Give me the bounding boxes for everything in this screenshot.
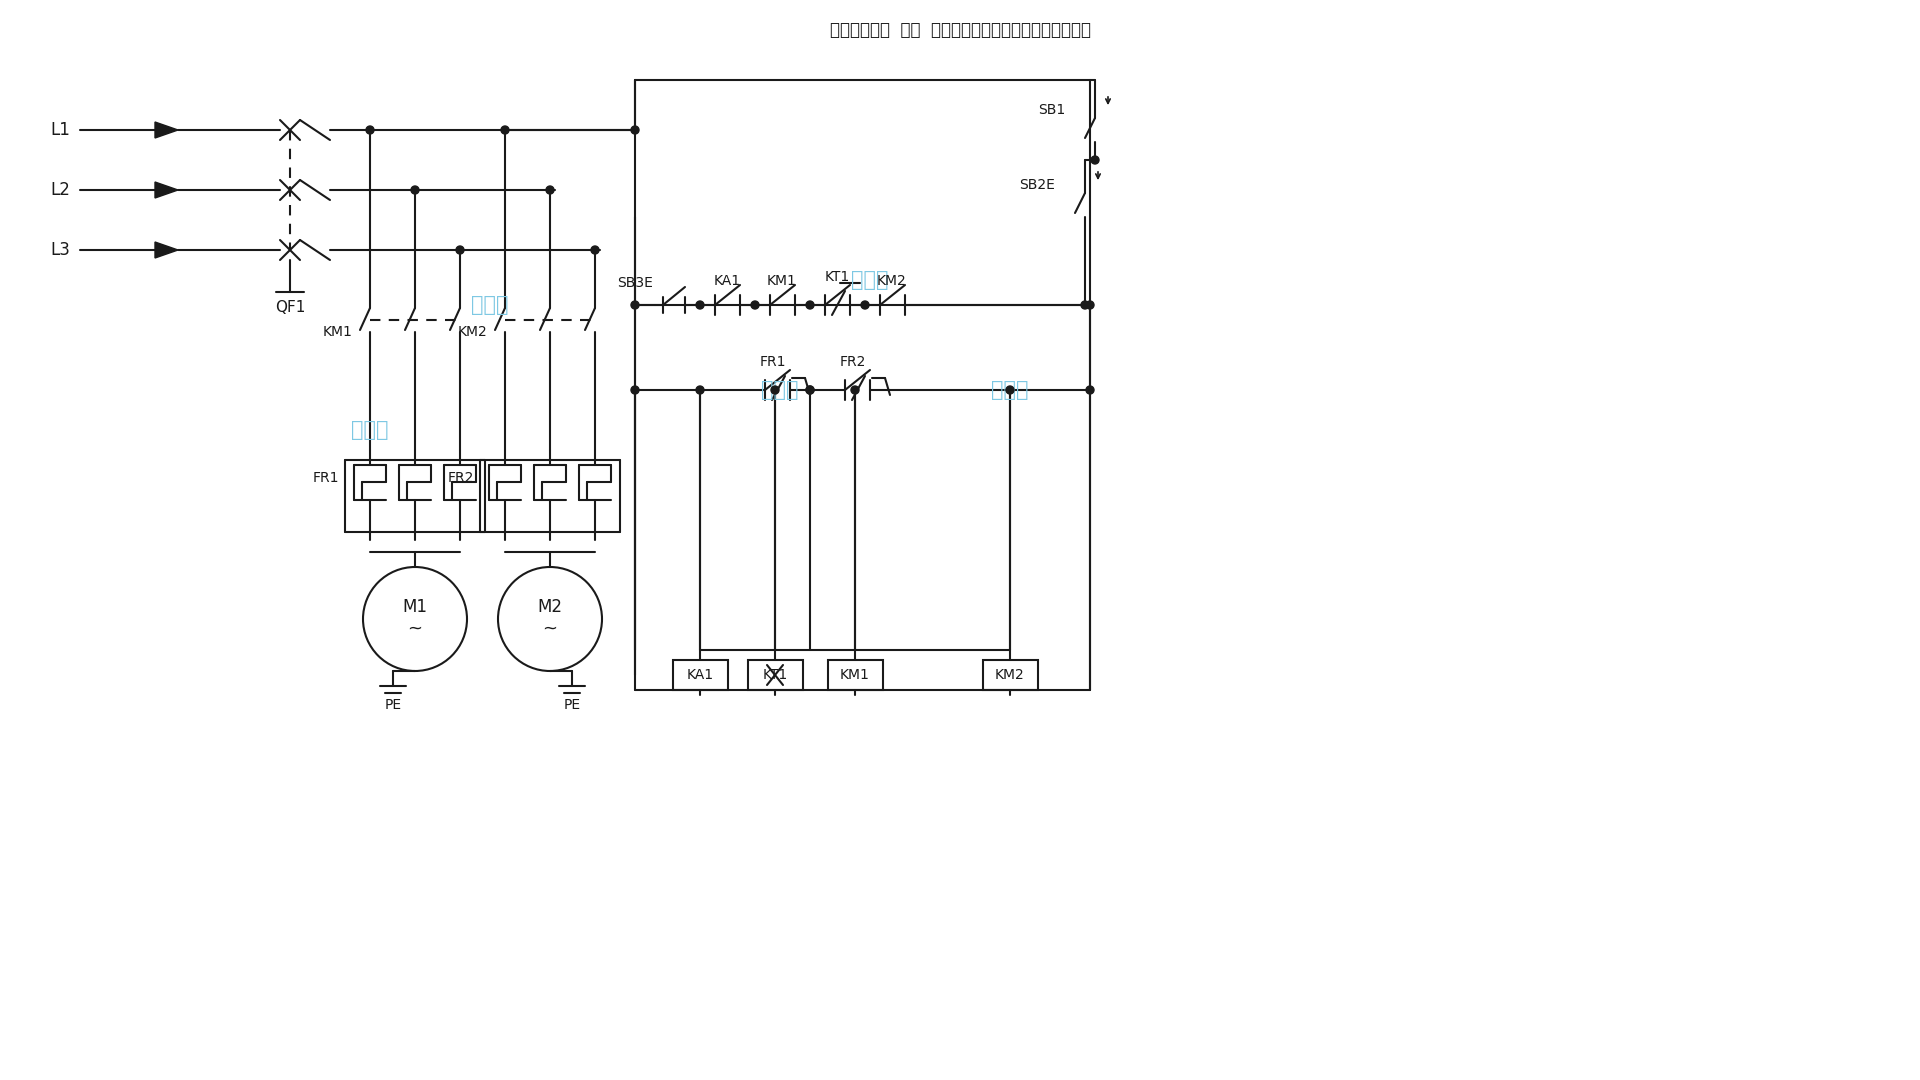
Text: KM1: KM1 [323,325,351,339]
Text: 电工鼠: 电工鼠 [991,380,1029,400]
Circle shape [591,246,599,254]
Text: KT1: KT1 [824,270,851,284]
Circle shape [1087,301,1094,309]
Polygon shape [156,122,179,138]
Circle shape [860,301,870,309]
Circle shape [632,386,639,394]
Text: L1: L1 [50,121,69,139]
Text: 电工电路分享  功能  一个按钮开关根据工况控制两台电机: 电工电路分享 功能 一个按钮开关根据工况控制两台电机 [829,21,1091,39]
Polygon shape [156,242,179,258]
Circle shape [1087,386,1094,394]
Text: PE: PE [384,698,401,712]
Circle shape [632,126,639,134]
Circle shape [411,186,419,194]
Text: SB3E: SB3E [616,276,653,291]
Text: KA1: KA1 [714,274,741,288]
Text: KT1: KT1 [762,669,787,681]
Circle shape [806,301,814,309]
Bar [828,660,883,690]
Text: FR2: FR2 [841,355,866,369]
Circle shape [1091,156,1098,164]
Circle shape [457,246,465,254]
Text: KM2: KM2 [457,325,488,339]
Text: FR2: FR2 [447,471,474,485]
Bar [983,660,1039,690]
Circle shape [806,386,814,394]
Text: SB1: SB1 [1037,103,1066,117]
Circle shape [851,386,858,394]
Circle shape [545,186,555,194]
Text: M1: M1 [403,598,428,616]
Text: ~: ~ [543,620,557,638]
Circle shape [367,126,374,134]
Circle shape [501,126,509,134]
Text: SB2E: SB2E [1020,178,1054,192]
Circle shape [695,301,705,309]
Circle shape [1006,386,1014,394]
Text: KA1: KA1 [687,669,714,681]
Circle shape [632,301,639,309]
Circle shape [751,301,758,309]
Text: KM1: KM1 [841,669,870,681]
Text: ~: ~ [407,620,422,638]
Text: L3: L3 [50,241,69,259]
Polygon shape [156,183,179,198]
Text: L2: L2 [50,181,69,199]
Text: KM2: KM2 [995,669,1025,681]
Text: KM2: KM2 [877,274,906,288]
Text: FR1: FR1 [313,471,340,485]
Text: FR1: FR1 [760,355,787,369]
Circle shape [1081,301,1089,309]
Text: 电工鼠: 电工鼠 [470,295,509,315]
Text: KM1: KM1 [768,274,797,288]
Circle shape [695,386,705,394]
Text: 电工鼠: 电工鼠 [760,380,799,400]
Bar [749,660,803,690]
Text: M2: M2 [538,598,563,616]
Text: PE: PE [563,698,580,712]
Circle shape [772,386,780,394]
Circle shape [806,386,814,394]
Text: QF1: QF1 [275,300,305,315]
Text: 电工鼠: 电工鼠 [351,420,388,440]
Text: 电工鼠: 电工鼠 [851,270,889,291]
Bar [674,660,728,690]
